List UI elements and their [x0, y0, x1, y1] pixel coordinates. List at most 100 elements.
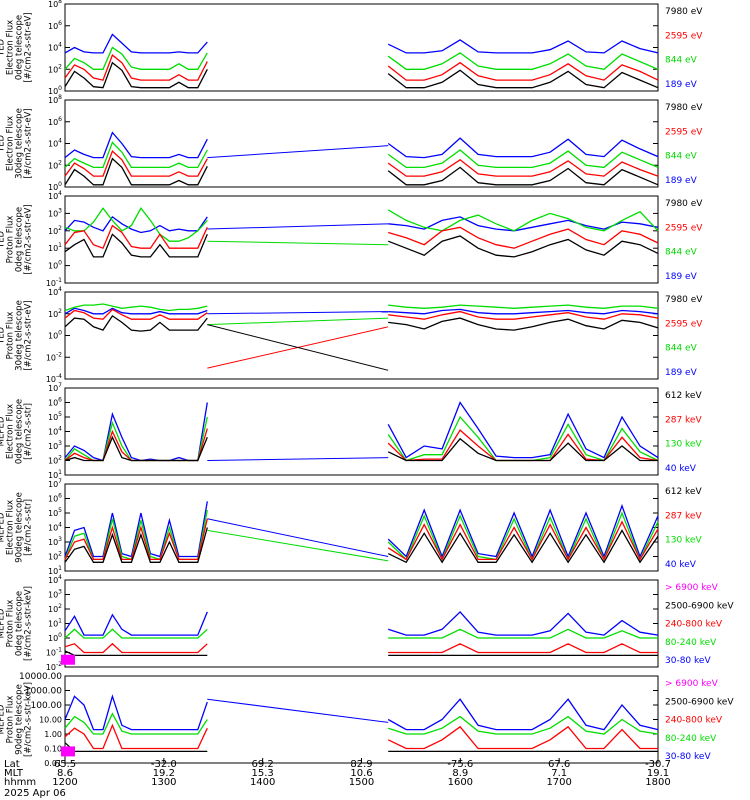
series-line-blue-a [64, 131, 208, 159]
gap-connector-blue [207, 698, 389, 723]
x-tick-label-lat: 82.9 [350, 759, 372, 770]
legend-entry: 7980 eV [665, 295, 703, 305]
y-tick-exponent: 5 [58, 507, 62, 514]
y-tick-label: 102 [48, 455, 62, 466]
x-tick-label-hhmm: 1400 [250, 777, 275, 788]
y-axis-label: MEPED Electron Flux 0deg telescope [#/cm2-s… [0, 399, 34, 464]
gap-connector-blue [207, 145, 389, 159]
legend-entry: 844 eV [665, 56, 698, 66]
series-line-green-b [388, 304, 659, 309]
y-axis-label-line: TED [0, 38, 7, 57]
y-tick-exponent: -2 [56, 351, 62, 358]
y-axis-label-line: 0deg telescope [15, 207, 25, 272]
y-tick-exponent: 6 [58, 397, 62, 404]
panel-2: 100 102 104 106 108 TED Electron Flux 30deg tel… [0, 94, 703, 192]
y-axis-label-line: MEPED [0, 704, 7, 734]
series-line-blue-b [387, 137, 659, 159]
y-tick-exponent: 6 [58, 116, 62, 123]
series-line-black-a [64, 157, 208, 186]
y-axis-label-line: Electron Flux [6, 116, 16, 171]
y-tick-exponent: -1 [56, 277, 62, 284]
y-tick-label: 102 [48, 551, 62, 562]
legend-entry: 2500-6900 keV [665, 697, 734, 707]
series-line-red-a [64, 224, 208, 250]
y-axis-label-line: Proton Flux [6, 600, 16, 648]
gap-connector-blue [207, 518, 389, 557]
y-axis-label-line: [#/cm2-s-str-keV] [24, 682, 34, 757]
x-tick-label-lat: 69.2 [252, 759, 274, 770]
x-tick-label-mlt: 15.3 [252, 768, 274, 779]
y-tick-label: 10.00 [39, 716, 62, 725]
y-tick-exponent: 2 [58, 63, 62, 70]
x-tick-label-mlt: 19.2 [153, 768, 175, 779]
y-tick-exponent: 1 [58, 242, 62, 249]
y-tick-label: 10-2 [46, 351, 62, 362]
y-axis-label: TED Electron Flux 0deg telescope [#/cm2-s-s… [0, 12, 34, 82]
series-line-green-a [64, 46, 208, 70]
series-line-blue-b [387, 39, 659, 54]
legend-entry: 7980 eV [665, 199, 703, 209]
y-tick-label: 106 [48, 116, 62, 127]
series-line-green-b [387, 511, 659, 562]
y-tick-label: 103 [48, 440, 62, 451]
series-line-green-a [64, 303, 208, 312]
y-axis-label: TED Proton Flux 30deg telescope [#/cm2-s-st… [0, 300, 34, 371]
x-tick-label-mlt: 8.6 [57, 768, 73, 779]
series-line-red-b [387, 725, 658, 750]
y-tick-label: 105 [48, 507, 62, 518]
series-line-black-b [387, 69, 659, 89]
y-axis-label-line: 90deg telescope [15, 492, 25, 563]
legend-entry: 2500-6900 keV [665, 601, 734, 611]
legend-entry: 287 keV [665, 415, 702, 425]
x-tick-label-mlt: 19.1 [647, 768, 669, 779]
series-line-blue-b [387, 401, 659, 459]
legend-entry: 844 eV [665, 152, 698, 162]
x-tick-label-mlt: 10.6 [350, 768, 372, 779]
y-tick-exponent: 2 [58, 551, 62, 558]
y-tick-label: 105 [48, 411, 62, 422]
y-tick-label: 100.00 [31, 701, 63, 711]
series-line-black-a [64, 61, 208, 89]
y-tick-exponent: 5 [58, 411, 62, 418]
legend-entry: 612 keV [665, 391, 702, 401]
series-line-red-a [64, 518, 208, 561]
x-ticks [64, 758, 659, 763]
y-axis-label-line: [#/cm2-s-str] [24, 499, 34, 556]
legend-entry: 7980 eV [665, 103, 703, 113]
y-tick-label: 106 [48, 397, 62, 408]
y-tick-label: 10-1 [46, 277, 62, 288]
legend-entry: 130 keV [665, 536, 702, 546]
y-axis-label-line: 30deg telescope [15, 300, 25, 371]
legend-entry: 240-800 keV [665, 716, 723, 726]
y-tick-exponent: 4 [58, 426, 62, 433]
gap-connector-blue [207, 223, 389, 230]
y-tick-exponent: 8 [58, 0, 62, 5]
series-line-green-a [64, 628, 208, 639]
x-tick-label-hhmm: 1200 [52, 777, 77, 788]
y-tick-exponent: -2 [56, 661, 62, 668]
series-marker [61, 746, 75, 757]
legend-entry: 844 eV [665, 248, 698, 258]
y-axis-label: TED Proton Flux 0deg telescope [#/cm2-s-str… [0, 204, 34, 274]
series-line-black-a [64, 527, 208, 563]
y-tick-exponent: 1 [58, 618, 62, 625]
panel-5: 101 102 103 104 105 106 107 MEPED Electron Flux 0… [0, 382, 702, 480]
y-tick-exponent: 4 [58, 286, 62, 293]
y-tick-exponent: 4 [58, 574, 62, 581]
series-line-red-a [64, 54, 208, 81]
y-tick-label: 10-2 [46, 661, 62, 672]
y-tick-label: 100 [48, 85, 62, 96]
series-line-green-b [388, 628, 658, 639]
y-tick-label: 1000.00 [25, 687, 62, 697]
y-tick-exponent: 2 [58, 225, 62, 232]
y-axis-label-line: Electron Flux [6, 20, 16, 75]
series-line-green-a [64, 141, 208, 169]
panel-8: 0.010.101.0010.00100.001000.0010000.00ME… [0, 672, 734, 768]
legend-entry: 612 keV [665, 487, 702, 497]
y-axis-label-line: TED [0, 326, 7, 345]
legend-entry: 40 keV [665, 464, 697, 474]
